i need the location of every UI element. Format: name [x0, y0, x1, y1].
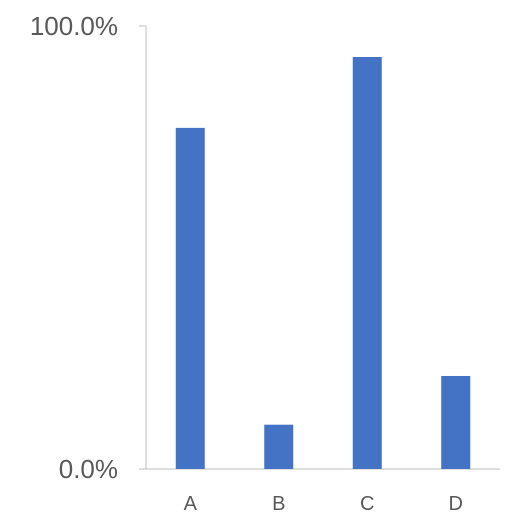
- bar-d: [441, 375, 471, 469]
- bar-c: [352, 57, 382, 469]
- bar-a: [175, 127, 205, 469]
- x-axis-labels: A B C D: [184, 493, 463, 515]
- y-tick-label: 0.0%: [59, 454, 118, 484]
- x-tick-label-d: D: [449, 493, 463, 515]
- y-axis-ticks: 0.0% 100.0%: [30, 11, 146, 484]
- bars: [175, 57, 471, 469]
- x-tick-label-c: C: [360, 493, 374, 515]
- x-tick-label-b: B: [272, 493, 285, 515]
- x-tick-label-a: A: [184, 493, 198, 515]
- y-tick-label: 100.0%: [30, 11, 118, 41]
- bar-b: [264, 424, 294, 469]
